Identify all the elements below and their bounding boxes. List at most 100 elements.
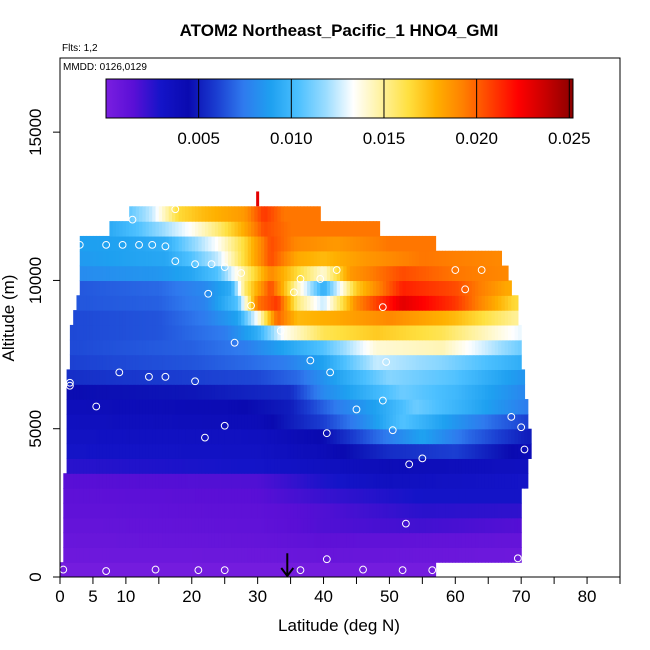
heat-cell — [405, 502, 410, 519]
heat-cell — [102, 369, 107, 385]
heat-cell — [188, 562, 193, 577]
heat-cell — [290, 295, 295, 311]
heat-cell — [330, 428, 335, 445]
heat-cell — [228, 384, 232, 400]
heat-cell — [369, 310, 374, 326]
heat-cell — [251, 517, 255, 534]
heat-cell — [442, 413, 447, 430]
heat-cell — [330, 295, 335, 311]
heat-cell — [228, 280, 232, 296]
heat-cell — [231, 221, 236, 237]
heat-cell — [511, 399, 516, 415]
heat-cell — [382, 324, 387, 341]
heat-cell — [468, 532, 473, 548]
heat-cell — [409, 428, 414, 445]
heat-cell — [481, 473, 486, 489]
heat-cell — [218, 562, 223, 577]
heat-cell — [267, 443, 272, 459]
heat-cell — [313, 413, 318, 430]
heat-cell — [231, 384, 236, 400]
heat-cell — [422, 547, 427, 563]
heat-cell — [162, 517, 167, 534]
heat-cell — [494, 443, 499, 459]
heat-cell — [135, 235, 140, 252]
heat-cell — [313, 280, 318, 296]
heat-cell — [83, 562, 87, 577]
heat-cell — [168, 221, 173, 237]
heat-cell — [297, 517, 302, 534]
heat-cell — [356, 562, 361, 577]
heat-cell — [468, 517, 473, 534]
heat-cell — [419, 399, 423, 415]
heat-cell — [478, 280, 483, 296]
heat-cell — [188, 413, 193, 430]
heat-cell — [142, 562, 147, 577]
heat-cell — [303, 235, 308, 252]
heat-cell — [425, 324, 430, 341]
heat-cell — [438, 413, 443, 430]
heat-cell — [254, 399, 259, 415]
heat-cell — [498, 339, 503, 356]
flight-point — [517, 423, 526, 432]
heat-cell — [73, 399, 78, 415]
heat-cell — [92, 280, 97, 296]
heat-cell — [277, 265, 282, 282]
heat-cell — [419, 310, 423, 326]
heat-cell — [349, 280, 354, 296]
heat-cell — [214, 235, 219, 252]
heat-cell — [412, 458, 417, 474]
heat-cell — [155, 532, 160, 548]
heat-cell — [280, 250, 285, 267]
heat-cell — [287, 502, 292, 519]
heat-cell — [399, 488, 404, 504]
heat-cell — [96, 517, 101, 534]
heat-cell — [129, 280, 134, 296]
heat-cell — [504, 399, 509, 415]
heat-cell — [484, 324, 489, 341]
heat-cell — [323, 532, 328, 548]
heat-cell — [260, 517, 265, 534]
heat-cell — [86, 369, 91, 385]
heat-cell — [481, 280, 486, 296]
heat-cell — [389, 280, 394, 296]
heat-cell — [508, 547, 512, 563]
heat-cell — [290, 399, 295, 415]
heat-cell — [465, 502, 470, 519]
heat-cell — [293, 428, 298, 445]
heat-cell — [419, 250, 423, 267]
heat-cell — [109, 250, 114, 267]
heat-cell — [165, 443, 170, 459]
heat-cell — [369, 413, 374, 430]
heat-cell — [228, 250, 232, 267]
heat-cell — [465, 310, 470, 326]
heat-cell — [119, 458, 124, 474]
heat-cell — [396, 458, 400, 474]
heat-cell — [148, 413, 153, 430]
heat-cell — [89, 369, 94, 385]
heat-cell — [405, 562, 410, 577]
heat-cell — [300, 280, 305, 296]
heat-cell — [277, 206, 282, 222]
heat-cell — [359, 473, 364, 489]
heat-cell — [267, 310, 272, 326]
heat-cell — [224, 235, 229, 252]
heat-cell — [511, 473, 516, 489]
heat-cell — [405, 532, 410, 548]
heat-cell — [198, 547, 203, 563]
heat-cell — [175, 562, 180, 577]
heat-cell — [260, 206, 265, 222]
heat-cell — [178, 517, 183, 534]
heat-cell — [181, 488, 186, 504]
colorbar-tick-label: 0.010 — [270, 129, 313, 148]
heat-cell — [172, 458, 176, 474]
heat-cell — [135, 413, 140, 430]
heat-cell — [89, 324, 94, 341]
heat-cell — [228, 369, 232, 385]
heat-cell — [438, 295, 443, 311]
heat-cell — [79, 547, 84, 563]
heat-cell — [145, 458, 150, 474]
heat-cell — [402, 369, 407, 385]
heat-cell — [379, 384, 384, 400]
heat-cell — [191, 250, 196, 267]
heat-cell — [221, 250, 226, 267]
